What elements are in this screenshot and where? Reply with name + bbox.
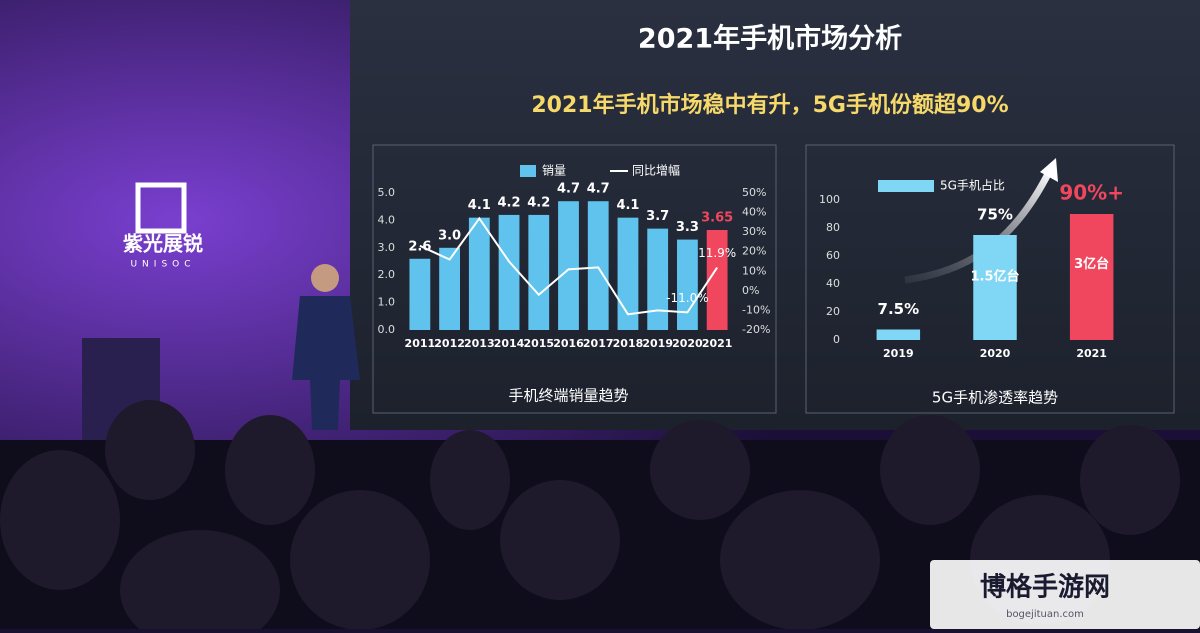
x-tick-label: 2021 [1076, 347, 1107, 360]
y-tick-label: 100 [819, 193, 840, 206]
x-tick-label: 2019 [642, 337, 673, 350]
y-tick-label: 20 [826, 305, 840, 318]
bar-value-label: 4.7 [557, 182, 580, 197]
bar-value-label: 3.3 [676, 220, 699, 235]
x-tick-label: 2019 [883, 347, 914, 360]
audience [0, 400, 1180, 633]
bar-value-label: 3.65 [701, 210, 733, 225]
bar-value-label: 7.5% [878, 300, 920, 318]
bar-value-label: 75% [977, 206, 1013, 224]
speaker [292, 296, 360, 430]
bar [973, 235, 1017, 340]
bar [498, 214, 520, 330]
bar [468, 217, 490, 330]
bar-annotation: 3亿台 [1074, 256, 1109, 272]
bar [617, 217, 639, 330]
y2-tick-label: 20% [742, 245, 766, 258]
panel-frame [805, 144, 1175, 414]
line [419, 216, 718, 316]
bar [706, 229, 728, 330]
y-tick-label: 0 [833, 333, 840, 346]
line-value-label: -11.0% [666, 291, 708, 305]
x-tick-label: 2016 [553, 337, 584, 350]
bar [647, 228, 669, 330]
y2-tick-label: -10% [742, 303, 770, 316]
bar [409, 258, 431, 330]
x-tick-label: 2014 [494, 337, 525, 350]
y-tick-label: 80 [826, 221, 840, 234]
bar [439, 247, 460, 330]
bar [528, 214, 550, 330]
logo-name: 紫光展锐 [123, 232, 203, 256]
bar [876, 329, 921, 340]
bar-value-label: 4.1 [468, 198, 491, 213]
legend-swatch [520, 165, 536, 177]
bar-value-label: 4.2 [527, 195, 550, 210]
x-tick-label: 2013 [464, 337, 495, 350]
speaker-head [311, 264, 339, 292]
y-tick-label: 2.0 [378, 268, 396, 281]
x-tick-label: 2020 [980, 347, 1011, 360]
chart-caption: 手机终端销量趋势 [508, 387, 628, 405]
bar-value-label: 4.1 [616, 198, 639, 213]
y2-tick-label: -20% [742, 323, 770, 336]
bar-value-label: 3.7 [646, 209, 669, 224]
x-tick-label: 2012 [434, 337, 465, 350]
screen [350, 0, 1200, 430]
legend-swatch [878, 180, 934, 192]
slide-subtitle: 2021年手机市场稳中有升，5G手机份额超90% [531, 92, 1008, 118]
watermark-box [930, 560, 1200, 629]
bar [1069, 214, 1114, 340]
x-tick-label: 2018 [613, 337, 644, 350]
y-tick-label: 1.0 [378, 296, 396, 309]
arrow-head [1040, 158, 1058, 182]
y2-tick-label: 10% [742, 264, 766, 277]
line-value-label: 11.9% [698, 246, 736, 260]
legend-label: 同比增幅 [632, 163, 680, 178]
x-tick-label: 2011 [405, 337, 436, 350]
logo-mark [135, 182, 187, 234]
x-tick-label: 2020 [672, 337, 703, 350]
y-tick-label: 5.0 [378, 186, 396, 199]
bar-value-label: 4.2 [498, 195, 521, 210]
y-tick-label: 3.0 [378, 241, 396, 254]
logo-latin: UNISOC [130, 260, 195, 270]
y-tick-label: 4.0 [378, 213, 396, 226]
x-tick-label: 2017 [583, 337, 614, 350]
watermark-name: 博格手游网 [980, 572, 1110, 603]
bar [677, 239, 698, 330]
y-tick-label: 40 [826, 277, 840, 290]
bar-value-label: 4.7 [587, 182, 610, 197]
chart-caption: 5G手机渗透率趋势 [932, 389, 1058, 407]
legend-label: 5G手机占比 [940, 178, 1005, 193]
bar-annotation: 1.5亿台 [970, 269, 1019, 285]
y2-tick-label: 50% [742, 186, 766, 199]
y-tick-label: 60 [826, 249, 840, 262]
x-tick-label: 2015 [523, 337, 554, 350]
y-tick-label: 0.0 [378, 323, 396, 336]
watermark-url: bogejituan.com [1006, 609, 1084, 620]
y2-tick-label: 0% [742, 284, 759, 297]
bar [587, 201, 609, 330]
panel-frame [372, 144, 777, 414]
slide-title: 2021年手机市场分析 [638, 23, 902, 55]
bar [558, 201, 579, 330]
bar-value-label: 3.0 [438, 228, 461, 243]
bar-value-label: 90%+ [1059, 181, 1124, 205]
legend-label: 销量 [542, 164, 566, 178]
y2-tick-label: 40% [742, 206, 766, 219]
y2-tick-label: 30% [742, 225, 766, 238]
x-tick-label: 2021 [702, 337, 733, 350]
